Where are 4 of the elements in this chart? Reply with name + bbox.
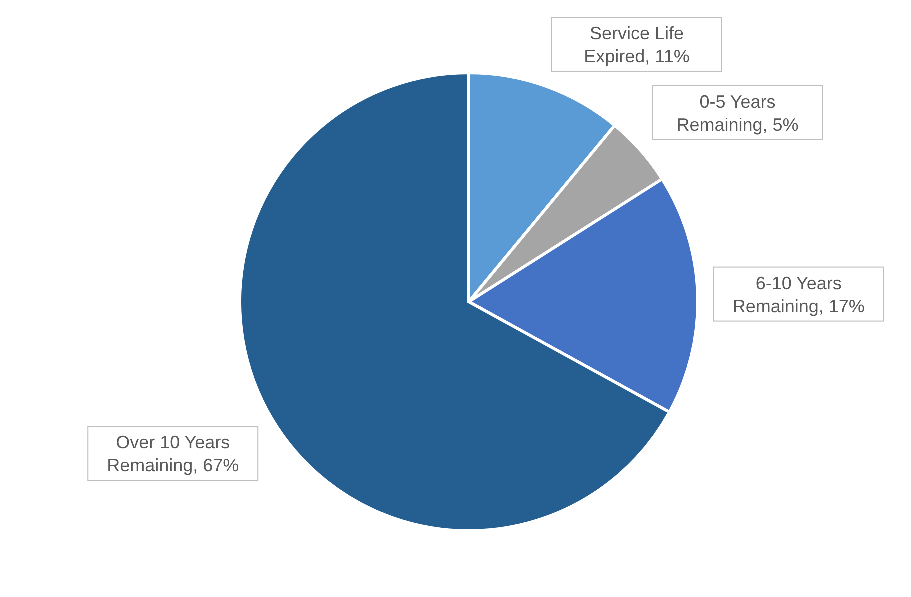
slice-label: Service Life Expired, 11% [584, 23, 690, 66]
slice-label: 6-10 Years Remaining, 17% [732, 273, 865, 316]
slice-label: Over 10 Years Remaining, 67% [107, 432, 240, 476]
slice-label: 0-5 Years Remaining, 5% [676, 92, 799, 135]
